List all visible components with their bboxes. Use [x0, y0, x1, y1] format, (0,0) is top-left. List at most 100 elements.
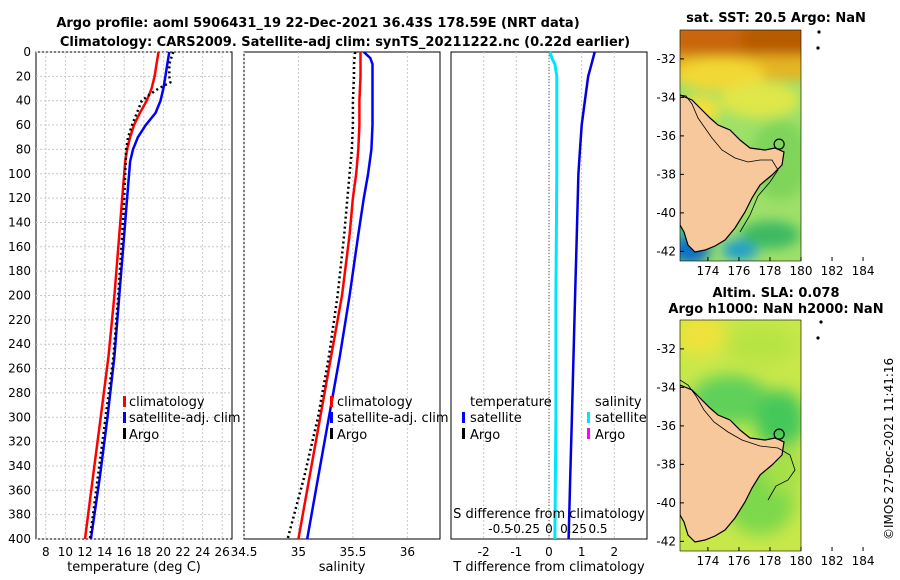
- sla-map: Altim. SLA: 0.078 Argo h1000: NaN h2000:…: [656, 286, 883, 568]
- difference-x-axis: -2 -1 0 1 2: [478, 545, 618, 559]
- depth-tick-label: 120: [8, 191, 31, 205]
- depth-tick-label: 340: [8, 459, 31, 473]
- depth-tick-label: 300: [8, 410, 31, 424]
- map-lon-label: 174: [696, 264, 719, 278]
- depth-tick-label: 220: [8, 313, 31, 327]
- sst-contour: [680, 94, 779, 233]
- salinity-x-axis: 34.5 35 35.5 36: [231, 545, 415, 559]
- legend-satellite-swatch: [123, 412, 126, 423]
- legend-s-satellite-label: satellite: [595, 411, 647, 426]
- map-lat-label: -36: [656, 419, 676, 433]
- satellite-line: [89, 51, 171, 540]
- temperature-tick-label: 22: [175, 545, 190, 559]
- sla-map-title2: Argo h1000: NaN h2000: NaN: [668, 302, 883, 317]
- map-lat-label: -32: [656, 52, 676, 66]
- legend-climatology-label: climatology: [129, 395, 205, 410]
- depth-tick-label: 320: [8, 435, 31, 449]
- copyright: ©IMOS 27-Dec-2021 11:41:16: [882, 358, 896, 540]
- sal-legend-satellite-swatch: [330, 412, 333, 423]
- legend-satellite-label: satellite-adj. clim: [129, 411, 241, 426]
- legend-climatology-swatch: [123, 396, 126, 407]
- map-lat-label: -36: [656, 129, 676, 143]
- sal-legend-climatology-swatch: [330, 396, 333, 407]
- depth-tick-label: 100: [8, 167, 31, 181]
- legend-t-satellite-label: satellite: [470, 411, 522, 426]
- sal-legend-satellite-label: satellite-adj. clim: [337, 411, 449, 426]
- sst-island-dot: [817, 30, 821, 34]
- map-lon-label: 184: [852, 264, 875, 278]
- difference-legend-t: temperature satellite Argo: [462, 395, 552, 443]
- difference-panel: -2 -1 0 1 2 T difference from climatology S …: [450, 51, 648, 575]
- temperature-lines: [83, 51, 175, 540]
- sal-legend-climatology-label: climatology: [337, 395, 413, 410]
- sst-map-frame: [679, 29, 802, 262]
- salinity-legend: climatology satellite-adj. clim Argo: [330, 395, 449, 443]
- s-diff-tick-label: 0.5: [588, 522, 607, 536]
- depth-tick-label: 80: [16, 142, 31, 156]
- legend-t-satellite-swatch: [462, 412, 465, 423]
- temperature-tick-label: 26: [215, 545, 230, 559]
- map-lon-label: 180: [790, 554, 813, 568]
- title-line1: Argo profile: aoml 5906431_19 22-Dec-202…: [56, 16, 579, 31]
- depth-tick-label: 200: [8, 289, 31, 303]
- temperature-xlabel: temperature (deg C): [67, 560, 201, 575]
- map-lon-label: 174: [696, 554, 719, 568]
- t-diff-tick-label: 1: [578, 545, 586, 559]
- salinity-tick-label: 34.5: [231, 545, 258, 559]
- sal-legend-argo-label: Argo: [337, 428, 367, 443]
- t-diff-tick-label: -2: [478, 545, 490, 559]
- sal-climatology-line: [297, 52, 362, 540]
- sst-map-title: sat. SST: 20.5 Argo: NaN: [686, 11, 866, 26]
- s-diff-tick-label: -0.5: [488, 522, 511, 536]
- legend-argo-label: Argo: [129, 428, 159, 443]
- map-lon-label: 180: [790, 264, 813, 278]
- map-lat-label: -38: [656, 457, 676, 471]
- salinity-tick-label: 35: [291, 545, 306, 559]
- legend-t-title: temperature: [470, 395, 552, 410]
- depth-tick-label: 280: [8, 386, 31, 400]
- argo-position-marker: [773, 138, 785, 150]
- legend-t-argo-swatch: [462, 428, 465, 439]
- sla-contour: [680, 379, 796, 501]
- map-lon-label: 182: [821, 264, 844, 278]
- salinity-tick-label: 36: [400, 545, 415, 559]
- t-diff-tick-label: 2: [611, 545, 619, 559]
- sst-island-dot: [816, 46, 820, 50]
- sla-map-axes: 174 176 178 180 182 184 -32 -34 -36 -38 -40 -42: [656, 342, 874, 568]
- temperature-x-axis: 8 10 12 14 16 18 20 22 24 26: [42, 545, 230, 559]
- depth-tick-label: 260: [8, 362, 31, 376]
- map-lat-label: -40: [656, 206, 676, 220]
- map-lon-label: 176: [727, 264, 750, 278]
- difference-lines: [548, 51, 596, 540]
- map-lon-label: 182: [821, 554, 844, 568]
- temperature-tick-label: 16: [117, 545, 132, 559]
- map-lat-label: -38: [656, 167, 676, 181]
- legend-s-satellite-swatch: [587, 412, 590, 423]
- depth-tick-label: 240: [8, 337, 31, 351]
- argo-line: [88, 51, 175, 540]
- north-island-land-sla: [680, 384, 785, 543]
- s-diff-satellite-line: [548, 51, 559, 540]
- depth-tick-label: 160: [8, 240, 31, 254]
- temperature-tick-label: 8: [42, 545, 50, 559]
- s-diff-tick-label: 0: [545, 522, 553, 536]
- sla-map-title1: Altim. SLA: 0.078: [713, 286, 840, 301]
- s-difference-label: S difference from climatology: [453, 507, 645, 522]
- depth-tick-label: 40: [16, 94, 31, 108]
- temperature-tick-label: 12: [77, 545, 92, 559]
- sla-field: [680, 320, 801, 551]
- map-lat-label: -42: [656, 244, 676, 258]
- depth-tick-label: 380: [8, 508, 31, 522]
- depth-tick-label: 140: [8, 215, 31, 229]
- depth-tick-label: 400: [8, 532, 31, 546]
- depth-tick-label: 60: [16, 118, 31, 132]
- t-diff-tick-label: 0: [545, 545, 553, 559]
- map-lon-label: 176: [727, 554, 750, 568]
- difference-legend-s: salinity satellite Argo: [587, 395, 647, 443]
- map-lat-label: -34: [656, 90, 676, 104]
- temperature-tick-label: 18: [136, 545, 151, 559]
- temperature-tick-label: 20: [156, 545, 171, 559]
- depth-tick-label: 20: [16, 69, 31, 83]
- legend-argo-swatch: [123, 428, 126, 439]
